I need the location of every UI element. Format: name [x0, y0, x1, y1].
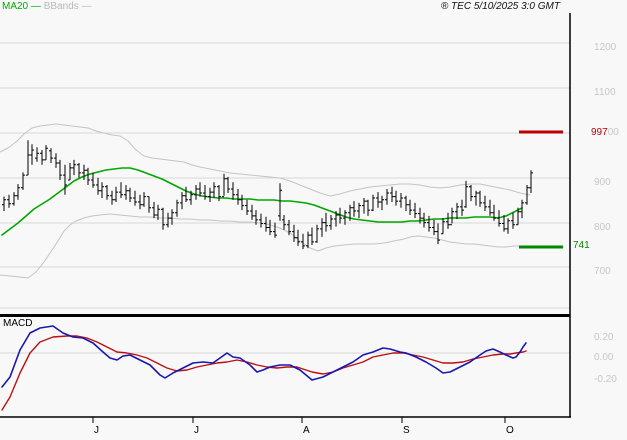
price-axis-label: 1100 [594, 87, 616, 98]
month-axis-label: J [94, 425, 99, 436]
month-axis-label: J [194, 425, 199, 436]
legend-ma20-label: MA20 [2, 1, 29, 12]
resistance-level-label: 99700 [591, 128, 619, 138]
copyright-timestamp: ® TEC 5/10/2025 3:0 GMT [440, 1, 560, 12]
support-level-label: 741 [573, 240, 590, 251]
macd-axis-label: 0.20 [594, 332, 614, 343]
chart-legend: MA20 — BBands — [2, 1, 92, 12]
price-axis-label: 700 [594, 266, 611, 277]
legend-bbands-label: BBands [43, 1, 79, 12]
macd-axis-label: 0.00 [594, 352, 614, 363]
price-axis-label: 800 [594, 222, 611, 233]
thousand-gridline-label-remainder: 00 [607, 127, 619, 138]
price-axis-label: 1200 [594, 42, 617, 53]
macd-axis-label: -0.20 [594, 374, 617, 385]
legend-ma20-line-swatch: — [30, 1, 41, 12]
month-axis-label: A [303, 425, 310, 436]
legend-bbands-line-swatch: — [81, 1, 92, 12]
resistance-value: 997 [591, 127, 608, 138]
price-axis-label: 900 [594, 177, 611, 188]
month-axis-label: S [403, 425, 410, 436]
month-axis-label: O [506, 425, 514, 436]
macd-panel-title: MACD [3, 318, 33, 329]
